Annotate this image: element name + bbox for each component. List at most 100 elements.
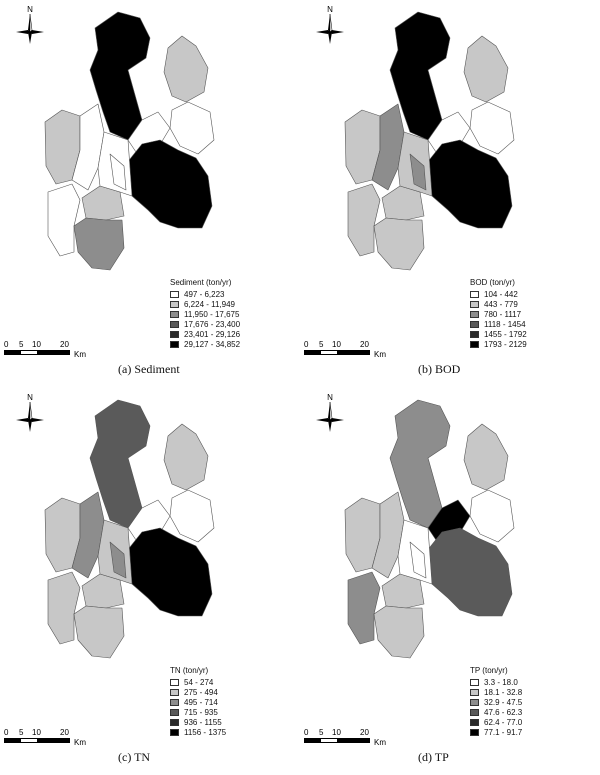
scale-bar: 0 5 10 20 Km (4, 340, 86, 359)
legend-label: 497 - 6,223 (184, 289, 225, 299)
scale-tick-label: 10 (332, 728, 341, 737)
north-arrow-icon: N (314, 4, 346, 51)
scale-tick-label: 10 (32, 340, 41, 349)
legend-entry: 18.1 - 32.8 (470, 687, 522, 697)
legend-entry: 6,224 - 11,949 (170, 299, 240, 309)
north-label: N (327, 393, 333, 402)
legend-swatch (170, 698, 179, 706)
scale-tick-label: 20 (60, 728, 69, 737)
legend-swatch (170, 320, 179, 328)
legend-swatch (470, 320, 479, 328)
legend-label: 29,127 - 34,852 (184, 339, 241, 349)
legend-label: 62.4 - 77.0 (484, 717, 523, 727)
scale-tick-label: 20 (360, 340, 369, 349)
north-label: N (27, 5, 33, 14)
region-east-small (169, 101, 215, 155)
legend-label: 47.6 - 62.3 (484, 707, 523, 717)
legend-entry: 715 - 935 (170, 707, 226, 717)
region-mid-small (109, 541, 127, 579)
legend-entry: 11,950 - 17,675 (170, 309, 240, 319)
region-southeast (425, 139, 513, 229)
legend-entry: 29,127 - 34,852 (170, 339, 240, 349)
legend-label: 443 - 779 (484, 299, 518, 309)
region-southwest (347, 183, 381, 257)
region-west-mid (371, 103, 405, 191)
region-southwest (347, 571, 381, 645)
legend-entry: 1118 - 1454 (470, 319, 527, 329)
choropleth-map (344, 11, 515, 271)
legend-label: 54 - 274 (184, 677, 214, 687)
legend-entry: 1793 - 2129 (470, 339, 527, 349)
north-arrow-icon: N (14, 4, 46, 51)
legend-label: 1455 - 1792 (484, 329, 527, 339)
panel-caption: (d) TP (418, 750, 449, 764)
panel-caption: (c) TN (118, 750, 151, 764)
scale-tick-label: 10 (332, 340, 341, 349)
legend-swatch (170, 310, 179, 318)
map-panel-sediment: N Sediment (ton/yr) 497 - 6,223 6,224 - 11,… (0, 0, 300, 387)
region-east-small (469, 101, 515, 155)
legend-entry: 443 - 779 (470, 299, 527, 309)
legend-swatch (470, 698, 479, 706)
legend-swatch (170, 330, 179, 338)
region-south (73, 605, 125, 659)
legend-label: 23,401 - 29,126 (184, 329, 241, 339)
legend-title: Sediment (ton/yr) (170, 278, 232, 287)
region-southwest (47, 571, 81, 645)
region-west-mid (71, 103, 105, 191)
choropleth-map (44, 11, 215, 271)
region-northeast (163, 423, 209, 491)
legend-label: 1793 - 2129 (484, 339, 527, 349)
legend: Sediment (ton/yr) 497 - 6,223 6,224 - 11,9… (170, 278, 240, 349)
legend-entry: 936 - 1155 (170, 717, 226, 727)
scale-unit: Km (74, 738, 86, 747)
scale-unit: Km (374, 350, 386, 359)
scale-tick-label: 5 (319, 728, 324, 737)
legend-swatch (170, 708, 179, 716)
legend-label: 11,950 - 17,675 (184, 309, 240, 319)
legend-swatch (170, 728, 179, 736)
scale-bar: 0 5 10 20 Km (304, 340, 386, 359)
legend-entry: 497 - 6,223 (170, 289, 240, 299)
legend: TP (ton/yr) 3.3 - 18.0 18.1 - 32.8 32.9 - 4… (470, 666, 522, 737)
legend-entry: 1156 - 1375 (170, 727, 226, 737)
legend-swatch (170, 290, 179, 298)
legend-swatch (470, 340, 479, 348)
region-mid-small (409, 541, 427, 579)
region-south (373, 605, 425, 659)
scale-unit: Km (374, 738, 386, 747)
legend-entry: 1455 - 1792 (470, 329, 527, 339)
legend-label: 77.1 - 91.7 (484, 727, 523, 737)
legend: TN (ton/yr) 54 - 274 275 - 494 495 - 714 715… (170, 666, 226, 737)
legend-label: 18.1 - 32.8 (484, 687, 523, 697)
legend-title: BOD (ton/yr) (470, 278, 515, 287)
legend-entry: 104 - 442 (470, 289, 527, 299)
legend-entry: 275 - 494 (170, 687, 226, 697)
legend-swatch (470, 310, 479, 318)
scale-tick-label: 10 (32, 728, 41, 737)
legend-label: 104 - 442 (484, 289, 518, 299)
legend-entry: 3.3 - 18.0 (470, 677, 522, 687)
region-mid-small (409, 153, 427, 191)
legend-swatch (170, 688, 179, 696)
region-northeast (463, 35, 509, 103)
scale-tick-label: 0 (304, 728, 309, 737)
legend-label: 715 - 935 (184, 707, 218, 717)
legend-entry: 17,676 - 23,400 (170, 319, 240, 329)
scale-bar: 0 5 10 20 Km (4, 728, 86, 747)
panel-caption: (a) Sediment (118, 362, 180, 376)
scale-tick-label: 0 (4, 728, 9, 737)
panel-caption: (b) BOD (418, 362, 461, 376)
legend-entry: 495 - 714 (170, 697, 226, 707)
legend-label: 936 - 1155 (184, 717, 222, 727)
scale-tick-label: 20 (60, 340, 69, 349)
region-southeast (125, 139, 213, 229)
legend-swatch (470, 708, 479, 716)
legend-entry: 23,401 - 29,126 (170, 329, 240, 339)
region-mid-small (109, 153, 127, 191)
legend-label: 3.3 - 18.0 (484, 677, 518, 687)
legend-entry: 780 - 1117 (470, 309, 527, 319)
scale-tick-label: 20 (360, 728, 369, 737)
legend-label: 6,224 - 11,949 (184, 299, 236, 309)
region-west-mid (371, 491, 405, 579)
